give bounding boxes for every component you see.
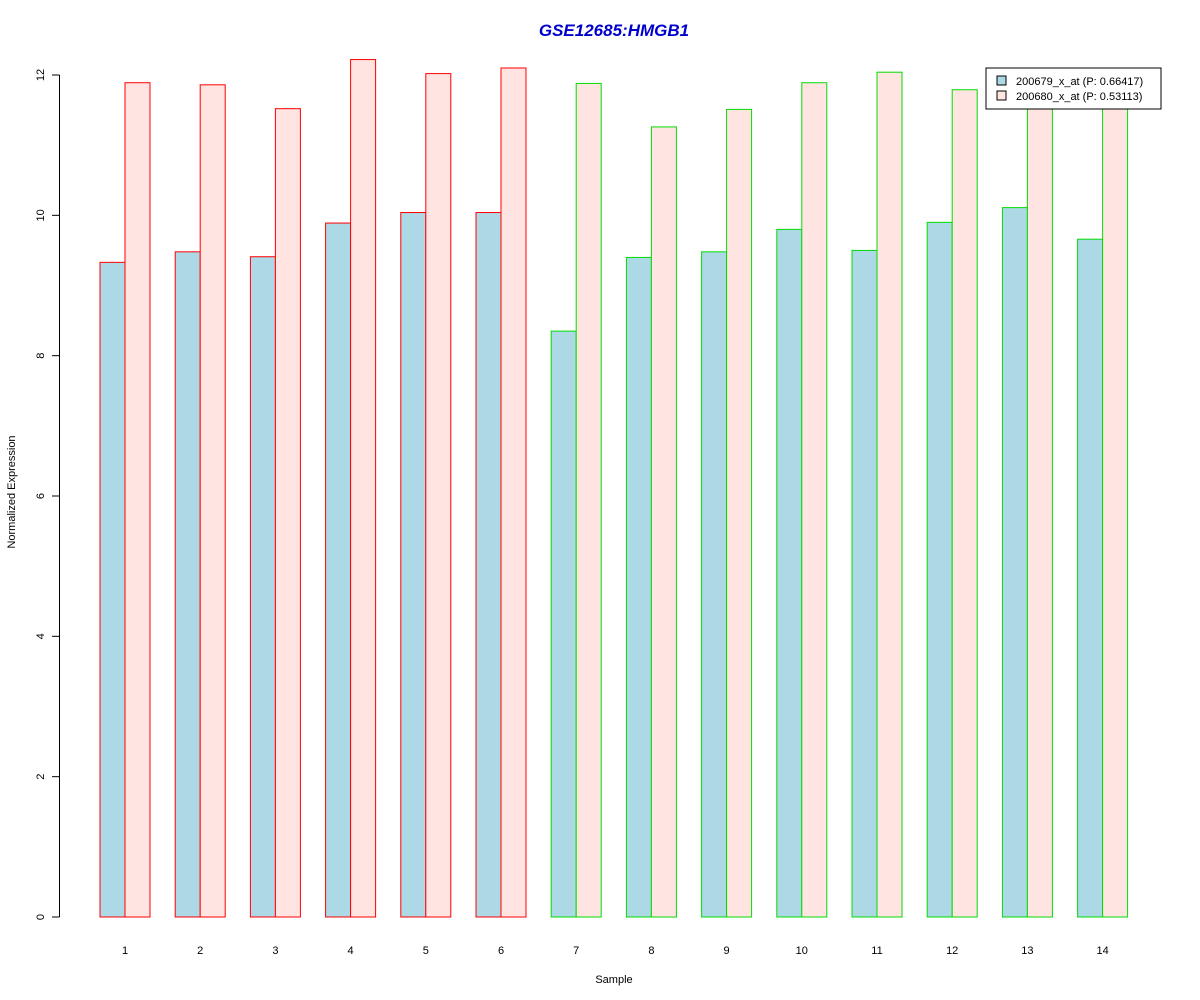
x-tick-label: 12 xyxy=(946,945,958,957)
x-tick-label: 14 xyxy=(1096,945,1108,957)
y-tick-label: 10 xyxy=(35,209,47,221)
legend-entry: 200680_x_at (P: 0.53113) xyxy=(1016,91,1142,103)
x-axis-label: Sample xyxy=(595,974,632,986)
bar xyxy=(650,126,677,918)
x-tick-label: 8 xyxy=(648,945,654,957)
legend: 200679_x_at (P: 0.66417) 200680_x_at (P: … xyxy=(985,67,1162,110)
bar xyxy=(500,67,527,918)
bar xyxy=(400,212,427,918)
legend-swatch xyxy=(996,75,1007,86)
bar xyxy=(1077,238,1104,918)
x-tick-label: 9 xyxy=(724,945,730,957)
bar xyxy=(851,249,878,918)
x-tick-label: 5 xyxy=(423,945,429,957)
x-tick-label: 1 xyxy=(122,945,128,957)
y-tick-label: 8 xyxy=(35,353,47,359)
y-tick-label: 6 xyxy=(35,493,47,499)
x-tick-label: 13 xyxy=(1021,945,1033,957)
bar xyxy=(325,222,352,918)
bar xyxy=(550,330,577,918)
bar xyxy=(575,82,602,918)
y-axis: 0 2 4 6 8 10 12 xyxy=(35,69,60,920)
bar xyxy=(425,73,452,918)
bar xyxy=(249,256,276,918)
bar xyxy=(350,59,377,918)
y-tick-label: 12 xyxy=(35,69,47,81)
bar xyxy=(99,261,126,918)
bar xyxy=(174,251,201,918)
y-tick-label: 2 xyxy=(35,774,47,780)
y-tick-label: 4 xyxy=(35,633,47,639)
bar xyxy=(701,251,728,918)
legend-swatch xyxy=(996,90,1007,101)
bar xyxy=(625,256,652,918)
x-tick-label: 10 xyxy=(796,945,808,957)
x-tick-label: 7 xyxy=(573,945,579,957)
bar xyxy=(1026,102,1053,918)
bar xyxy=(876,71,903,918)
x-tick-label: 11 xyxy=(871,945,882,957)
bar xyxy=(124,82,151,918)
bar xyxy=(776,228,803,918)
x-axis-tick-labels: 1 2 3 4 5 6 7 8 9 10 11 12 13 14 xyxy=(122,945,1109,957)
bar xyxy=(951,89,978,918)
x-tick-label: 6 xyxy=(498,945,504,957)
bar-series-group xyxy=(99,59,1129,918)
y-axis-label: Normalized Expression xyxy=(6,435,18,548)
bar xyxy=(1001,207,1028,918)
bar xyxy=(274,108,301,918)
x-tick-label: 4 xyxy=(348,945,354,957)
bar xyxy=(199,84,226,918)
bar xyxy=(726,108,753,918)
chart-title: GSE12685:HMGB1 xyxy=(539,21,689,40)
legend-entry: 200679_x_at (P: 0.66417) xyxy=(1016,76,1143,88)
bar xyxy=(926,221,953,918)
x-tick-label: 2 xyxy=(197,945,203,957)
bar xyxy=(801,82,828,918)
x-tick-label: 3 xyxy=(272,945,278,957)
bar xyxy=(475,212,502,918)
legend-box xyxy=(985,67,1162,110)
bar xyxy=(1102,102,1129,918)
y-tick-label: 0 xyxy=(35,914,47,920)
